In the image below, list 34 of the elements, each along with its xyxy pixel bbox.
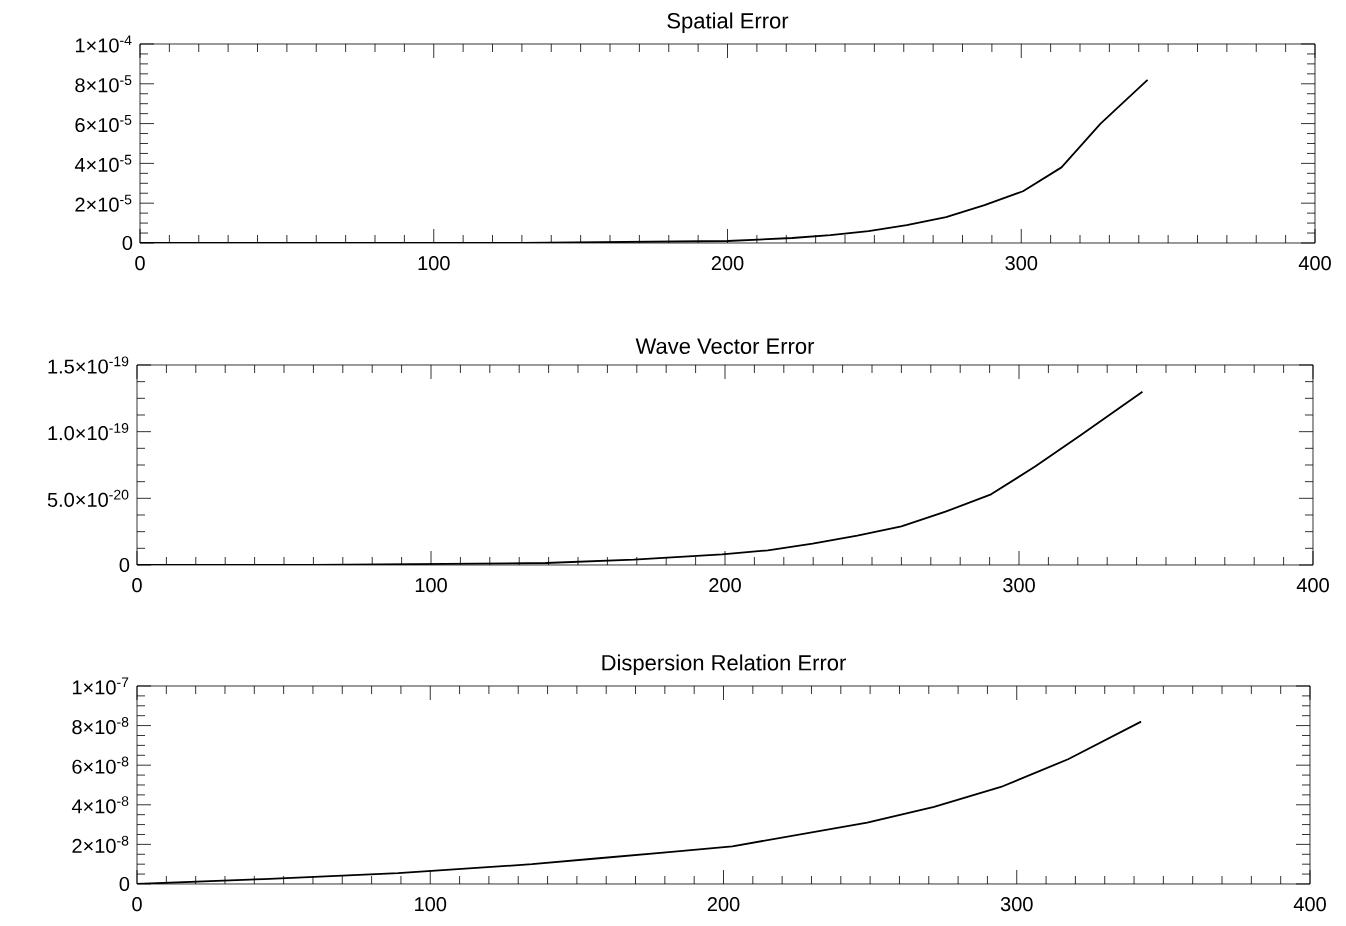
y-tick-label: 2×10$^{-5}$	[75, 194, 132, 212]
y-tick-label: 1×10$^{-4}$	[75, 35, 132, 53]
chart-title: Spatial Error	[667, 12, 789, 33]
y-tick-label: 8×10$^{-5}$	[75, 75, 132, 93]
x-tick-label: 400	[1296, 578, 1329, 593]
x-tick-label: 0	[132, 578, 142, 593]
y-tick-label: 0	[119, 876, 130, 892]
y-tick-label: 1.5×10$^{-19}$	[48, 356, 129, 374]
y-tick-label: 0	[119, 557, 130, 573]
y-tick-label: 6×10$^{-8}$	[72, 756, 129, 774]
y-tick-label: 2×10$^{-8}$	[72, 835, 129, 853]
x-tick-label: 200	[711, 256, 744, 271]
y-tick-label: 6×10$^{-5}$	[75, 115, 132, 133]
x-tick-label: 400	[1293, 897, 1326, 912]
x-tick-label: 200	[709, 578, 741, 593]
x-tick-label: 200	[707, 897, 740, 912]
y-tick-label: 4×10$^{-8}$	[71, 796, 129, 814]
x-tick-label: 300	[1003, 578, 1035, 593]
y-tick-label: 0	[122, 235, 133, 251]
x-tick-label: 300	[1000, 897, 1033, 912]
x-tick-label: 100	[418, 256, 450, 271]
x-tick-label: 0	[132, 897, 142, 912]
x-tick-label: 300	[1005, 256, 1038, 271]
y-tick-label: 1.0×10$^{-19}$	[48, 423, 129, 441]
x-tick-label: 100	[415, 897, 447, 912]
x-tick-label: 100	[415, 578, 447, 593]
y-tick-label: 8×10$^{-8}$	[72, 716, 129, 735]
y-tick-label: 5.0×10$^{-20}$	[47, 489, 129, 507]
x-tick-label: 0	[135, 256, 145, 271]
chart-title: Dispersion Relation Error	[602, 654, 846, 675]
y-tick-label: 1×10$^{-7}$	[72, 677, 129, 695]
y-tick-label: 4×10$^{-5}$	[74, 154, 132, 172]
chart-title: Wave Vector Error	[635, 338, 815, 354]
x-tick-label: 400	[1298, 256, 1331, 271]
